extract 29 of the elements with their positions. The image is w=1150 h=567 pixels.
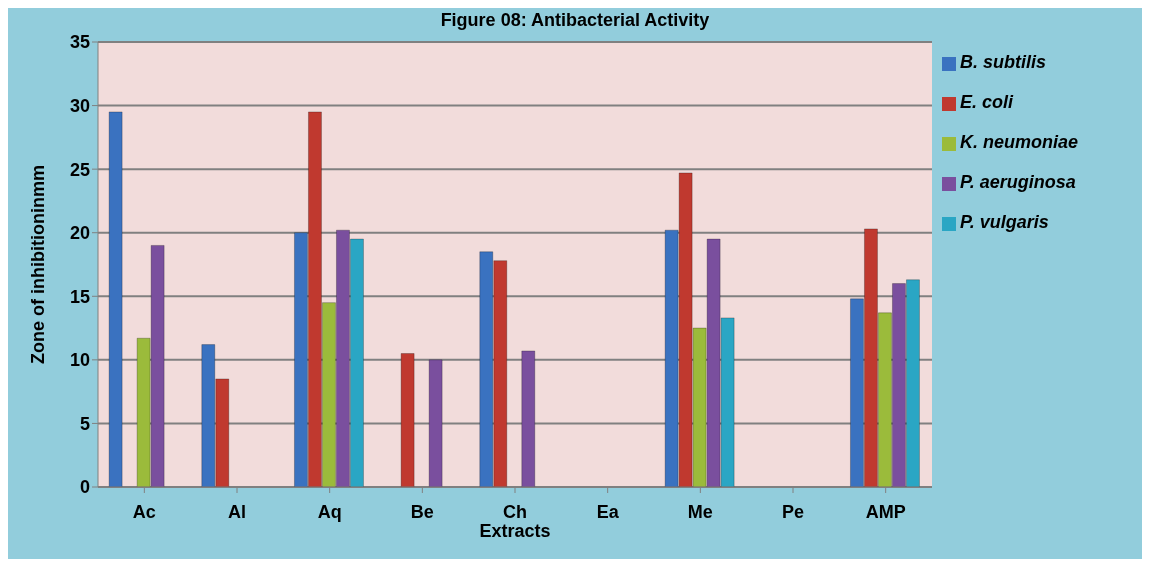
- x-tick-label: Ch: [503, 501, 527, 522]
- legend-label: P. aeruginosa: [960, 172, 1076, 192]
- x-tick-label: Al: [228, 501, 246, 522]
- x-tick-label: Aq: [317, 501, 342, 522]
- y-tick-label: 10: [69, 350, 90, 371]
- bar: [428, 359, 443, 487]
- y-tick-label: 30: [69, 95, 90, 116]
- y-tick-label: 5: [79, 413, 90, 434]
- legend-label: P. vulgaris: [960, 212, 1049, 232]
- bar: [108, 111, 123, 487]
- x-tick-label: Ac: [132, 501, 156, 522]
- legend-label: K. neumoniae: [960, 132, 1079, 152]
- legend-label: E. coli: [960, 92, 1014, 112]
- chart-title: Figure 08: Antibacterial Activity: [439, 9, 711, 32]
- x-tick-label: Me: [687, 501, 713, 522]
- bar: [400, 353, 415, 487]
- x-tick-label: Pe: [781, 501, 805, 522]
- y-tick-label: 15: [69, 286, 90, 307]
- y-tick-label: 20: [69, 223, 90, 244]
- y-tick-label: 0: [79, 477, 90, 498]
- x-axis-title: Extracts: [479, 521, 551, 541]
- x-tick-label: Be: [410, 501, 434, 522]
- legend-label: B. subtilis: [960, 52, 1047, 72]
- y-tick-label: 35: [69, 32, 90, 53]
- y-tick-label: 25: [69, 159, 90, 180]
- bar: [521, 350, 536, 487]
- y-axis-title: Zone of inhibitioninmm: [28, 165, 49, 364]
- x-tick-label: AMP: [865, 501, 906, 522]
- x-tick-label: Ea: [596, 501, 620, 522]
